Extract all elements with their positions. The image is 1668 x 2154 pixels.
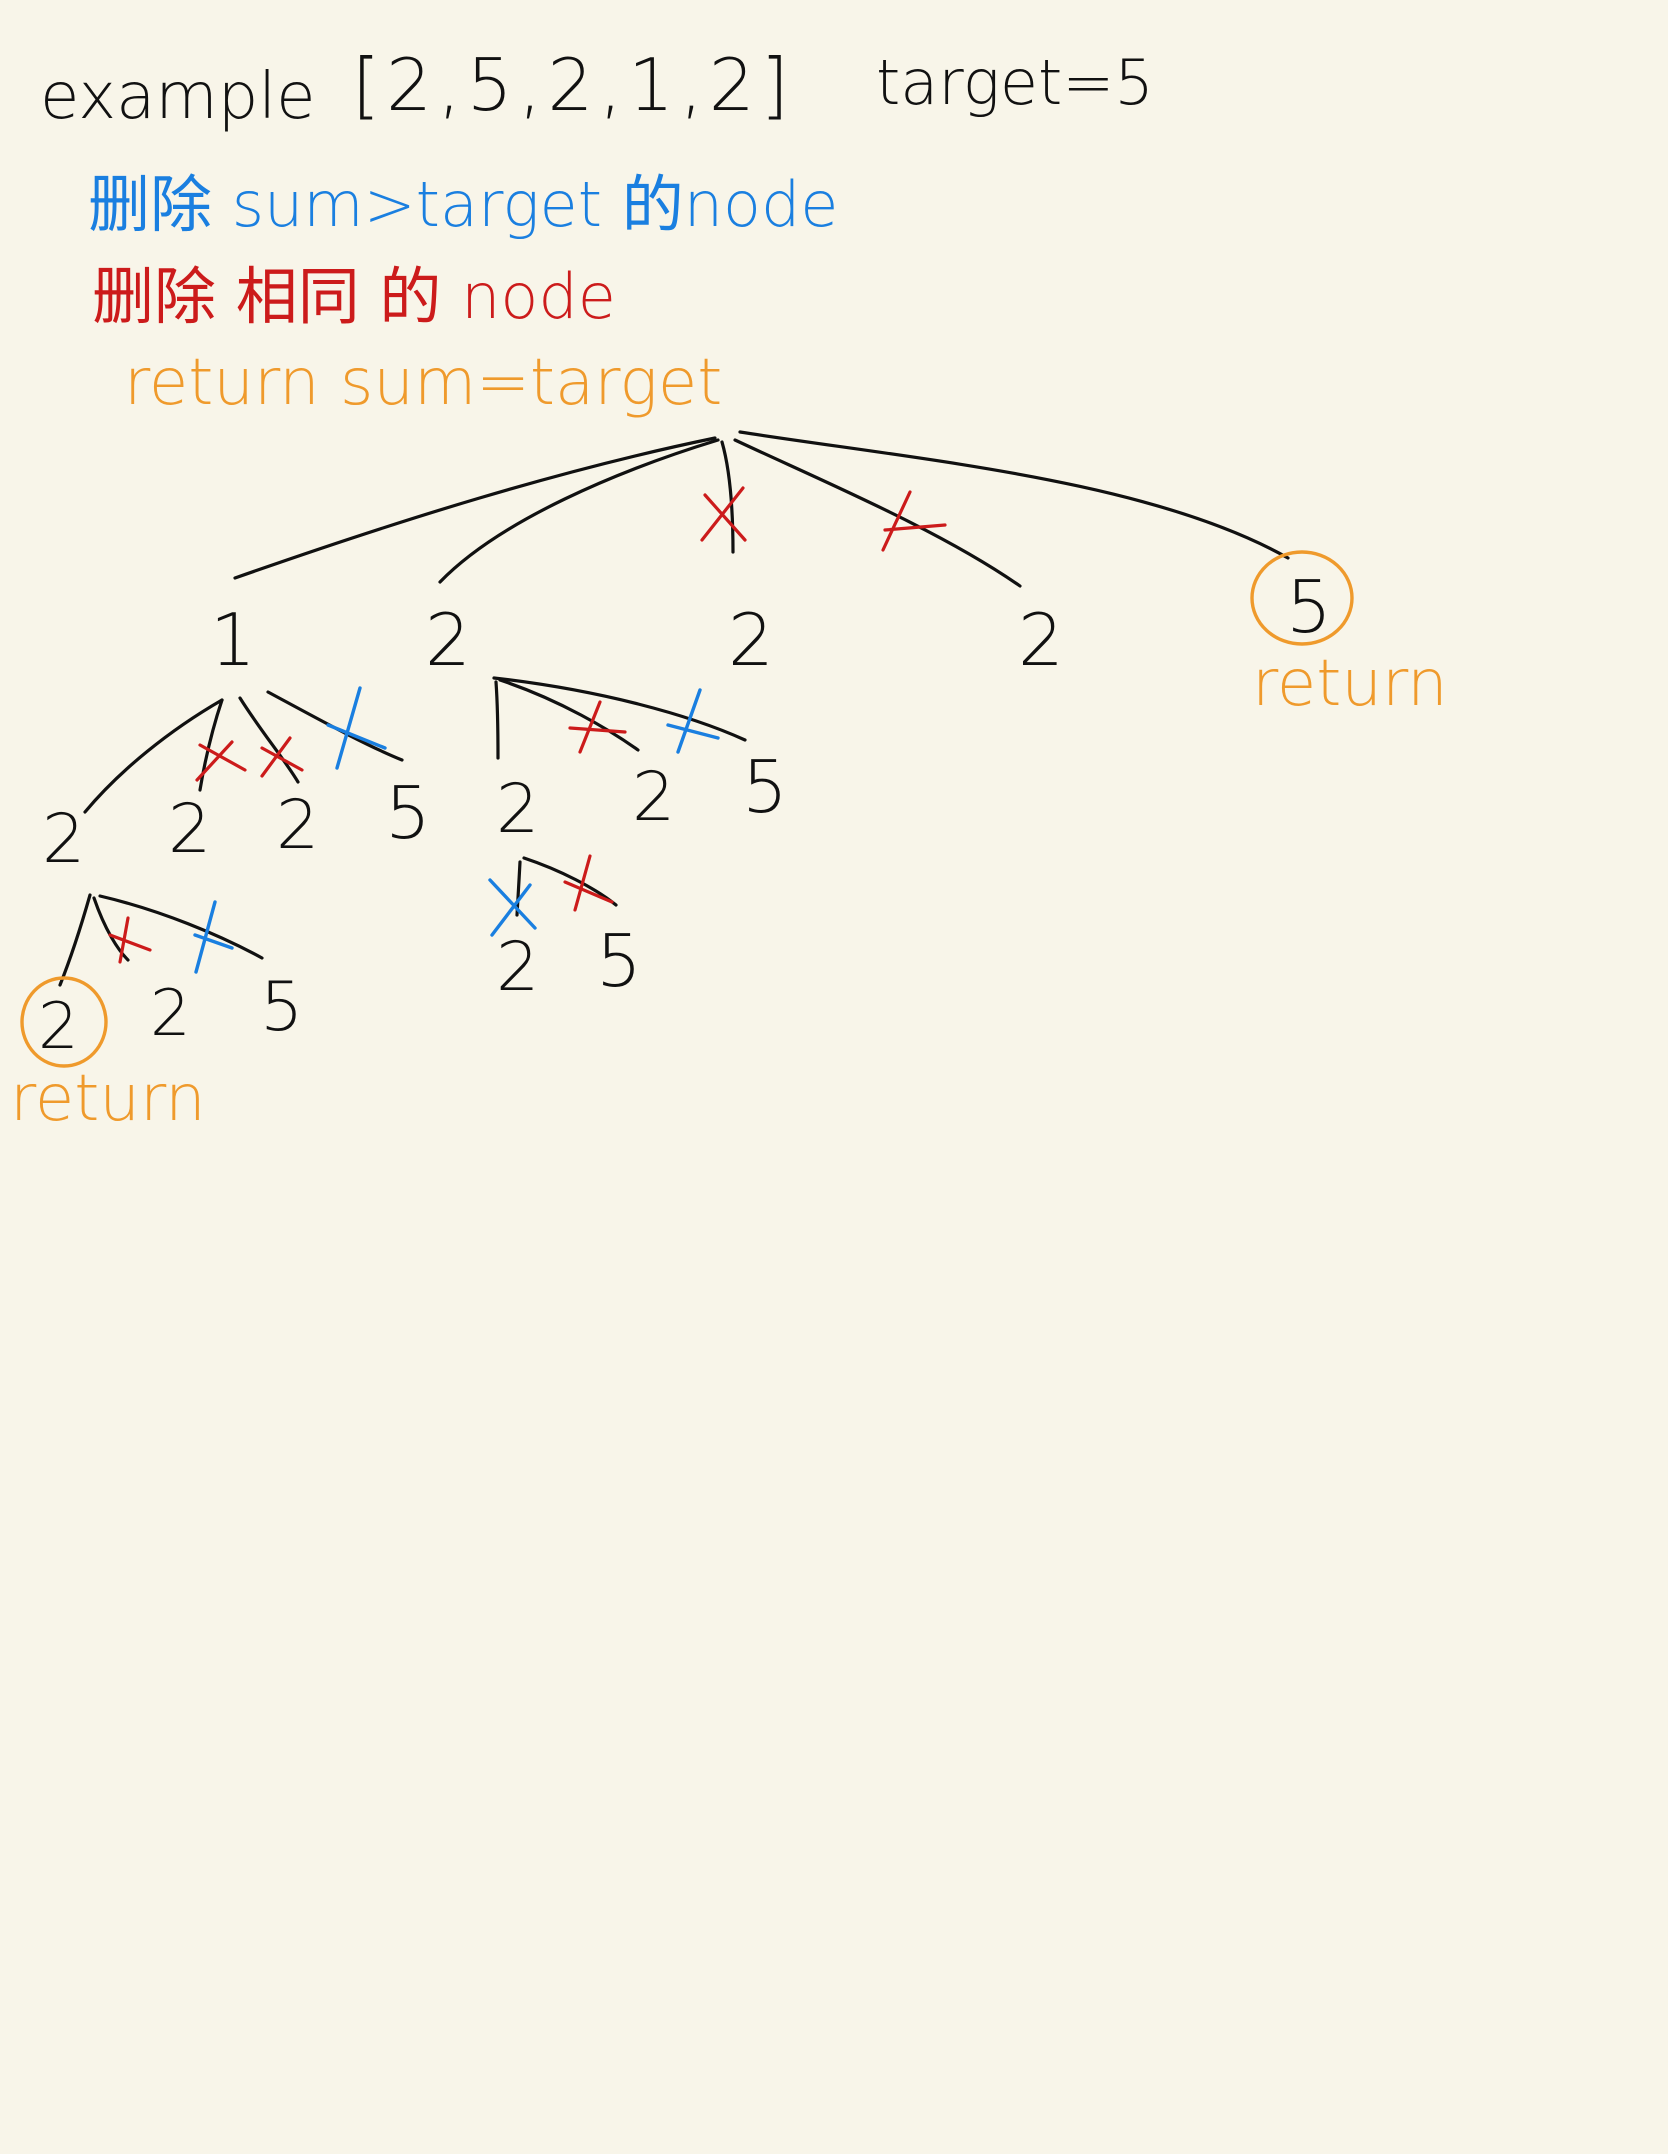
node-b-2: 2 [632,758,675,837]
return-circle-left [20,976,108,1068]
node-b-1: 2 [496,770,539,849]
edge-a3-3 [98,894,264,960]
subtree-b3-branches [515,856,618,917]
node-a-1: 2 [42,800,85,879]
node-b3-2: 5 [596,919,642,1003]
node-l1-1: 1 [210,598,256,682]
node-l1-3: 2 [728,598,774,682]
edge-b-3 [492,676,747,742]
return-circle-right [1250,550,1354,646]
red-cross-root-4 [881,490,947,552]
red-cross-b3-2 [563,854,614,912]
edge-b-1 [494,680,500,760]
edge-a-3 [238,696,300,784]
edge-root-4 [733,438,1022,588]
orange-rule-text: return sum=target [124,346,722,420]
edge-root-3 [720,440,735,554]
subtree-b3-nodes: 2 5 [496,919,642,1007]
red-cross-a3-2 [108,916,152,964]
node-a-4: 5 [385,771,431,855]
edge-root-2 [438,438,720,584]
target-text: target=5 [876,46,1154,119]
blue-cross-a-4 [326,686,387,770]
blue-cross-a3-3 [193,900,234,974]
node-b-3: 5 [742,745,788,829]
edge-a-2 [198,698,224,792]
edge-root-5 [738,430,1290,560]
node-a3-3: 5 [260,968,303,1047]
node-b3-1: 2 [496,928,539,1007]
red-cross-root-3 [700,486,747,542]
red-cross-b-2 [568,700,627,754]
root-crosses [700,486,947,552]
return-label-left: return [10,1062,206,1136]
node-a-3: 2 [276,786,319,865]
edge-root-1 [233,436,717,580]
node-a3-2: 2 [150,977,191,1051]
subtree-b-nodes: 2 2 5 [496,745,788,849]
blue-cross-b3-1 [488,878,537,937]
node-l1-4: 2 [1018,598,1064,682]
subtree-a3-crosses [108,900,234,974]
red-cross-a-3 [260,736,304,778]
subtree-a-crosses [195,686,387,782]
blue-cross-b-3 [666,688,720,754]
node-a3-1: 2 [38,990,79,1064]
return-label-right: return [1252,647,1448,721]
array-text: [2,5,2,1,2] [352,43,795,127]
blue-rule-text: 删除 sum>target 的node [88,168,838,241]
node-a-2: 2 [168,790,211,869]
node-l1-2: 2 [425,598,471,682]
subtree-b-branches [492,676,747,760]
edge-a-1 [83,698,224,814]
subtree-a-nodes: 2 2 2 5 [42,771,431,879]
red-rule-text: 删除 相同 的 node [92,260,616,333]
subtree-b3-crosses [488,854,614,937]
root-branches [233,430,1290,588]
subtree-b-crosses [568,688,720,754]
edge-a3-1 [58,893,92,987]
node-l1-5: 5 [1286,565,1332,649]
red-cross-a-2 [195,740,247,782]
subtree-a3-branches [58,893,264,987]
example-label: example [40,60,315,134]
edge-b-2 [498,678,640,752]
subtree-a3-nodes: 2 2 5 return [10,968,303,1136]
level1-nodes: 1 2 2 2 5 return [210,550,1448,721]
